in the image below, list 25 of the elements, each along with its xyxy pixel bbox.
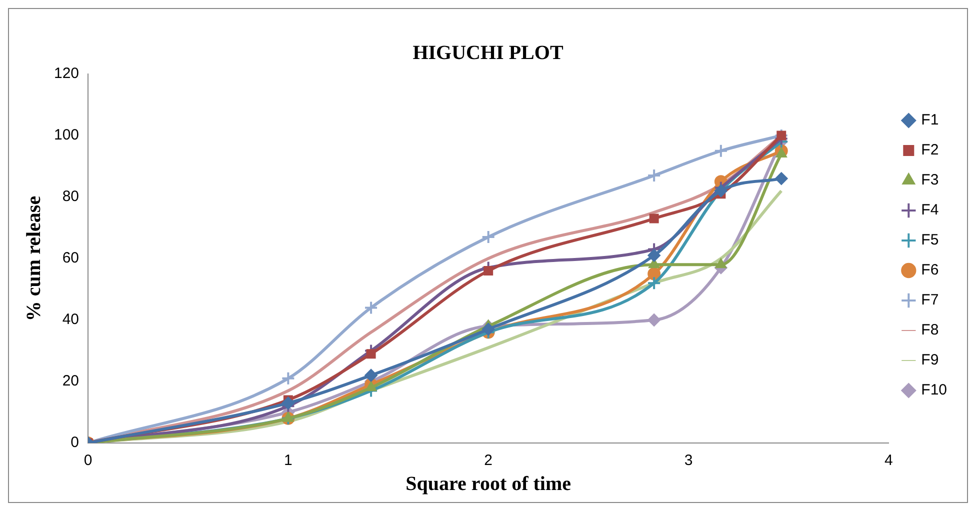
y-tick-label: 120: [54, 65, 80, 82]
legend-label: F5: [921, 232, 939, 249]
legend-label: F9: [921, 352, 939, 369]
x-axis-title: Square root of time: [406, 473, 572, 496]
x-tick-label: 4: [884, 452, 893, 470]
x-tick-label: 0: [84, 452, 92, 470]
legend-label: F1: [921, 112, 939, 129]
legend-label: F3: [921, 172, 939, 189]
legend-label: F10: [921, 382, 948, 399]
legend-label: F6: [921, 262, 939, 279]
y-tick-label: 40: [62, 311, 80, 328]
y-tick-label: 80: [62, 188, 80, 206]
y-tick-label: 100: [54, 126, 80, 144]
legend-label: F2: [921, 142, 939, 159]
y-tick-label: 0: [70, 434, 80, 452]
y-tick-label: 60: [62, 250, 80, 267]
legend-label: F8: [921, 322, 939, 339]
x-tick-label: 1: [284, 452, 292, 470]
x-tick-label: 3: [684, 452, 693, 470]
y-axis-title: % cum release: [23, 196, 46, 322]
legend-label: F7: [921, 292, 939, 309]
chart-title: HIGUCHI PLOT: [412, 42, 564, 64]
x-tick-label: 2: [484, 452, 493, 470]
legend-label: F4: [921, 202, 939, 219]
y-tick-label: 20: [62, 372, 80, 390]
